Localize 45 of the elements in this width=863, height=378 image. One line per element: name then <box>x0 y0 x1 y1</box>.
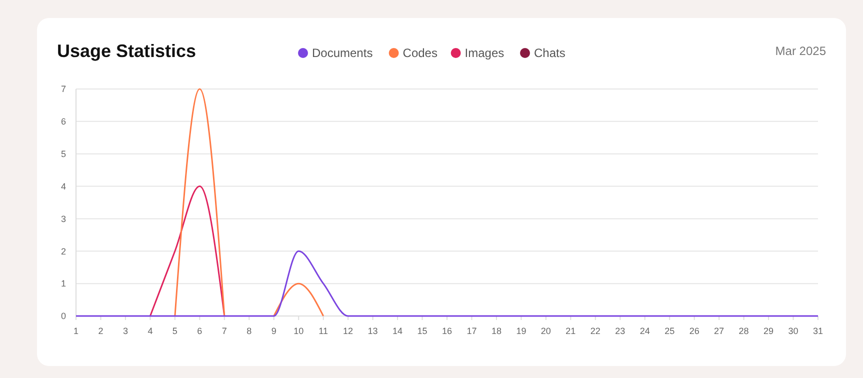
x-tick-label: 20 <box>540 326 551 336</box>
x-tick-label: 9 <box>271 326 276 336</box>
y-tick-label: 1 <box>60 278 66 289</box>
x-tick-label: 7 <box>222 326 227 336</box>
y-tick-label: 3 <box>60 214 66 224</box>
x-tick-label: 26 <box>689 326 700 336</box>
y-tick-label: 5 <box>60 149 66 160</box>
x-tick-label: 11 <box>318 326 328 336</box>
x-tick-label: 15 <box>417 326 428 336</box>
legend-label: Images <box>464 46 504 60</box>
legend-label: Chats <box>534 46 566 60</box>
x-tick-label: 16 <box>442 326 452 336</box>
x-tick-label: 3 <box>122 326 128 336</box>
x-tick-label: 5 <box>172 326 178 336</box>
x-tick-label: 14 <box>392 326 403 336</box>
x-tick-label: 2 <box>98 326 104 336</box>
x-tick-label: 21 <box>566 326 576 336</box>
x-tick-label: 6 <box>197 326 202 336</box>
x-tick-label: 23 <box>615 326 626 336</box>
legend-label: Documents <box>312 46 373 60</box>
chart-title: Usage Statistics <box>57 41 196 61</box>
x-tick-label: 25 <box>664 326 675 336</box>
x-tick-label: 1 <box>73 326 79 336</box>
y-tick-label: 0 <box>60 311 66 322</box>
y-tick-label: 2 <box>60 246 66 256</box>
x-tick-label: 31 <box>812 326 824 336</box>
x-tick-label: 29 <box>764 326 774 336</box>
x-tick-label: 28 <box>738 326 749 336</box>
x-tick-label: 22 <box>590 326 600 336</box>
x-tick-label: 12 <box>343 326 354 336</box>
x-tick-label: 4 <box>148 326 153 336</box>
y-tick-label: 7 <box>60 84 66 94</box>
x-tick-label: 10 <box>294 326 304 336</box>
x-tick-label: 27 <box>714 326 724 336</box>
y-tick-label: 4 <box>60 181 66 192</box>
x-tick-label: 8 <box>246 326 252 336</box>
legend-label: Codes <box>402 46 438 60</box>
x-tick-label: 17 <box>466 326 477 336</box>
x-tick-label: 19 <box>516 326 526 336</box>
y-tick-label: 6 <box>60 116 66 127</box>
x-tick-label: 18 <box>491 326 502 336</box>
chart-subtitle: Mar 2025 <box>775 44 826 58</box>
x-tick-label: 13 <box>368 326 378 336</box>
x-tick-label: 24 <box>640 326 650 336</box>
x-tick-label: 30 <box>788 326 798 336</box>
